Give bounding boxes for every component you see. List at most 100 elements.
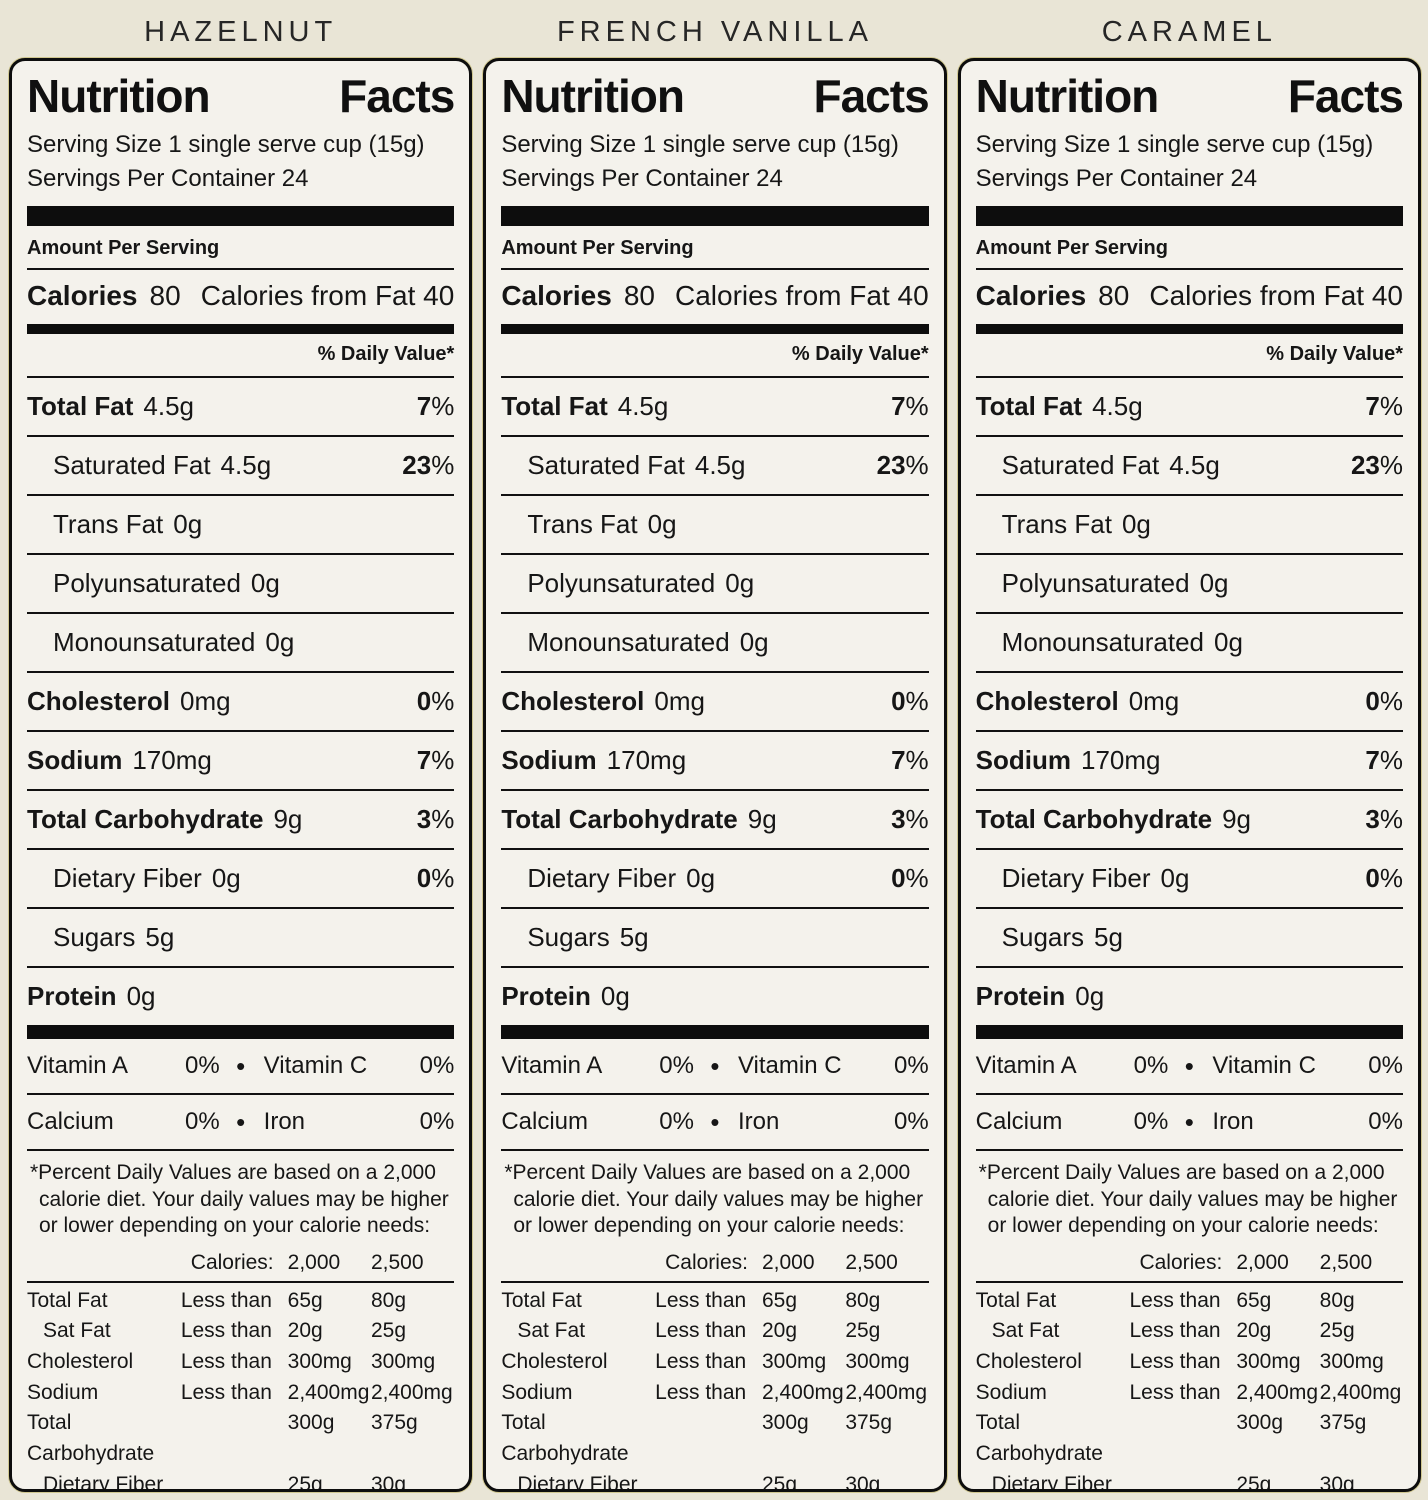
vitamin-left-pair: Calcium 0% <box>976 1108 1175 1136</box>
nutrient-amount: 5g <box>619 922 649 953</box>
vitamin-row: Vitamin A 0% • Vitamin C 0% <box>501 1039 929 1096</box>
vitamin-row: Vitamin A 0% • Vitamin C 0% <box>975 1039 1403 1096</box>
daily-value: 7% <box>1365 391 1403 422</box>
nutrient-row: Total Fat 4.5g 7% <box>501 378 929 438</box>
nutrient-pair: Saturated Fat 4.5g <box>527 450 745 481</box>
footer-value-2000: 65g <box>287 1288 323 1312</box>
daily-value-number: 23 <box>402 450 432 481</box>
daily-value: 23% <box>877 450 929 481</box>
footer-table-row: Sodium Less than 2,400mg 2,400mg <box>27 1378 454 1409</box>
daily-value: 3% <box>1365 804 1403 835</box>
vitamin-left-pair: Vitamin A 0% <box>27 1052 226 1080</box>
footer-table-body: Total Fat Less than 65g 80g Sat Fat Less than… <box>976 1283 1403 1492</box>
nutrient-name: Total Fat <box>975 391 1083 422</box>
nutrient-pair: Saturated Fat 4.5g <box>53 450 271 481</box>
footer-condition: Less than <box>180 1288 272 1312</box>
divider-bar <box>27 1025 455 1040</box>
daily-value: 0% <box>1365 686 1403 717</box>
flavor-column: FRENCH VANILLA Nutrition Facts Serving S… <box>483 6 947 1492</box>
amount-per-serving: Amount Per Serving <box>27 226 455 271</box>
vitamin-left-pair: Calcium 0% <box>27 1108 226 1136</box>
footer-value-2000: 300g <box>1236 1411 1284 1435</box>
nutrient-pair: Monounsaturated 0g <box>527 627 768 658</box>
nutrient-pair: Monounsaturated 0g <box>1002 627 1243 658</box>
percent-sign: % <box>1379 863 1403 894</box>
nutrient-name: Saturated Fat <box>53 450 211 481</box>
daily-value-number: 7 <box>891 745 906 776</box>
bullet-separator: • <box>236 1051 246 1082</box>
footer-value-2000: 25g <box>287 1472 323 1492</box>
flavor-column: HAZELNUT Nutrition Facts Serving Size 1 … <box>9 6 473 1492</box>
servings-per-container: Servings Per Container 24 <box>501 164 783 192</box>
bullet-separator: • <box>710 1051 720 1082</box>
nutrient-name: Polyunsaturated <box>1001 568 1190 599</box>
nutrient-name: Protein <box>501 981 591 1012</box>
footer-value-2000: 20g <box>287 1319 323 1343</box>
footer-condition: Less than <box>1129 1319 1221 1343</box>
percent-sign: % <box>431 804 455 835</box>
nutrient-row: Dietary Fiber 0g 0% <box>27 850 455 910</box>
footer-table-header: Calories: 2,000 2,500 <box>975 1248 1403 1283</box>
vitamin-rows: Vitamin A 0% • Vitamin C 0% Calcium 0% • Iron 0% <box>975 1039 1403 1152</box>
footer-value-2000: 20g <box>1236 1319 1272 1343</box>
nutrient-amount: 0g <box>173 509 203 540</box>
percent-sign: % <box>905 804 929 835</box>
nutrient-name: Total Carbohydrate <box>501 804 738 835</box>
serving-size: Serving Size 1 single serve cup (15g) <box>27 130 425 158</box>
nutrient-row: Protein 0g <box>501 968 928 1025</box>
footer-value-2500: 80g <box>1319 1288 1355 1312</box>
nutrient-row: Polyunsaturated 0g <box>27 555 455 615</box>
nutrient-row: Saturated Fat 4.5g 23% <box>975 437 1403 497</box>
vitamin-row: Calcium 0% • Iron 0% <box>501 1095 929 1152</box>
footer-table: Calories: 2,000 2,500 Total Fat Less than… <box>501 1248 929 1492</box>
bullet-separator: • <box>710 1107 720 1138</box>
footer-value-2000: 25g <box>761 1472 798 1492</box>
daily-value-number: 7 <box>891 391 906 422</box>
daily-value-number: 0 <box>1365 686 1380 717</box>
nutrient-rows: Total Fat 4.5g 7% Saturated Fat 4.5g 23% Trans… <box>975 378 1403 1025</box>
calories-from-fat: Calories from Fat 40 <box>1149 280 1403 312</box>
percent-sign: % <box>431 745 455 776</box>
nutrient-pair: Total Fat 4.5g <box>976 391 1143 422</box>
footer-nutrient-name: Cholesterol <box>27 1350 134 1373</box>
vitamin-rows: Vitamin A 0% • Vitamin C 0% Calcium 0% • Iron 0% <box>27 1039 455 1152</box>
vitamin-right-label: Iron <box>263 1108 306 1136</box>
nutrient-row: Trans Fat 0g <box>501 496 929 556</box>
calories-row: Calories 80 Calories from Fat 40 <box>27 270 454 324</box>
daily-value: 3% <box>891 804 929 835</box>
nutrient-row: Cholesterol 0mg 0% <box>501 673 929 733</box>
vitamin-right-label: Vitamin C <box>1212 1052 1316 1080</box>
footer-condition: Less than <box>655 1288 747 1312</box>
footer-nutrient-name: Total Fat <box>27 1288 108 1312</box>
footer-nutrient-name: Dietary Fiber <box>991 1472 1112 1492</box>
vitamin-right-value: 0% <box>419 1108 455 1136</box>
footer-value-2500: 25g <box>370 1319 407 1343</box>
nutrition-facts-heading: Nutrition Facts <box>501 70 929 122</box>
percent-sign: % <box>905 391 929 422</box>
nutrient-pair: Sugars 5g <box>1002 922 1123 953</box>
nutrient-name: Sugars <box>527 922 610 953</box>
nutrient-pair: Sugars 5g <box>527 922 648 953</box>
nutrient-amount: 0g <box>1121 509 1151 540</box>
vitamin-right-pair: Vitamin C 0% <box>730 1052 929 1080</box>
daily-value-number: 0 <box>416 686 432 717</box>
vitamin-right-pair: Iron 0% <box>256 1108 455 1136</box>
nutrient-name: Total Carbohydrate <box>27 804 264 835</box>
nutrient-amount: 170mg <box>132 745 212 776</box>
daily-value: 7% <box>417 391 455 422</box>
nutrient-name: Sugars <box>1001 922 1085 953</box>
daily-value-number: 0 <box>416 863 432 894</box>
footer-value-2500: 375g <box>845 1411 893 1435</box>
nutrient-row: Monounsaturated 0g <box>501 614 929 674</box>
calories-from-fat: Calories from Fat 40 <box>200 280 455 312</box>
vitamin-left-label: Vitamin A <box>975 1052 1077 1080</box>
footer-condition: Less than <box>655 1380 747 1404</box>
nutrient-row: Saturated Fat 4.5g 23% <box>27 437 455 497</box>
vitamin-right-pair: Vitamin C 0% <box>256 1052 455 1080</box>
daily-value: 0% <box>891 686 929 717</box>
footer-value-2500: 300mg <box>1319 1350 1384 1373</box>
footer-value-2500: 300mg <box>845 1350 910 1373</box>
nutrient-row: Dietary Fiber 0g 0% <box>501 850 929 910</box>
daily-value: 7% <box>891 391 929 422</box>
footer-nutrient-name: Sat Fat <box>43 1319 111 1343</box>
